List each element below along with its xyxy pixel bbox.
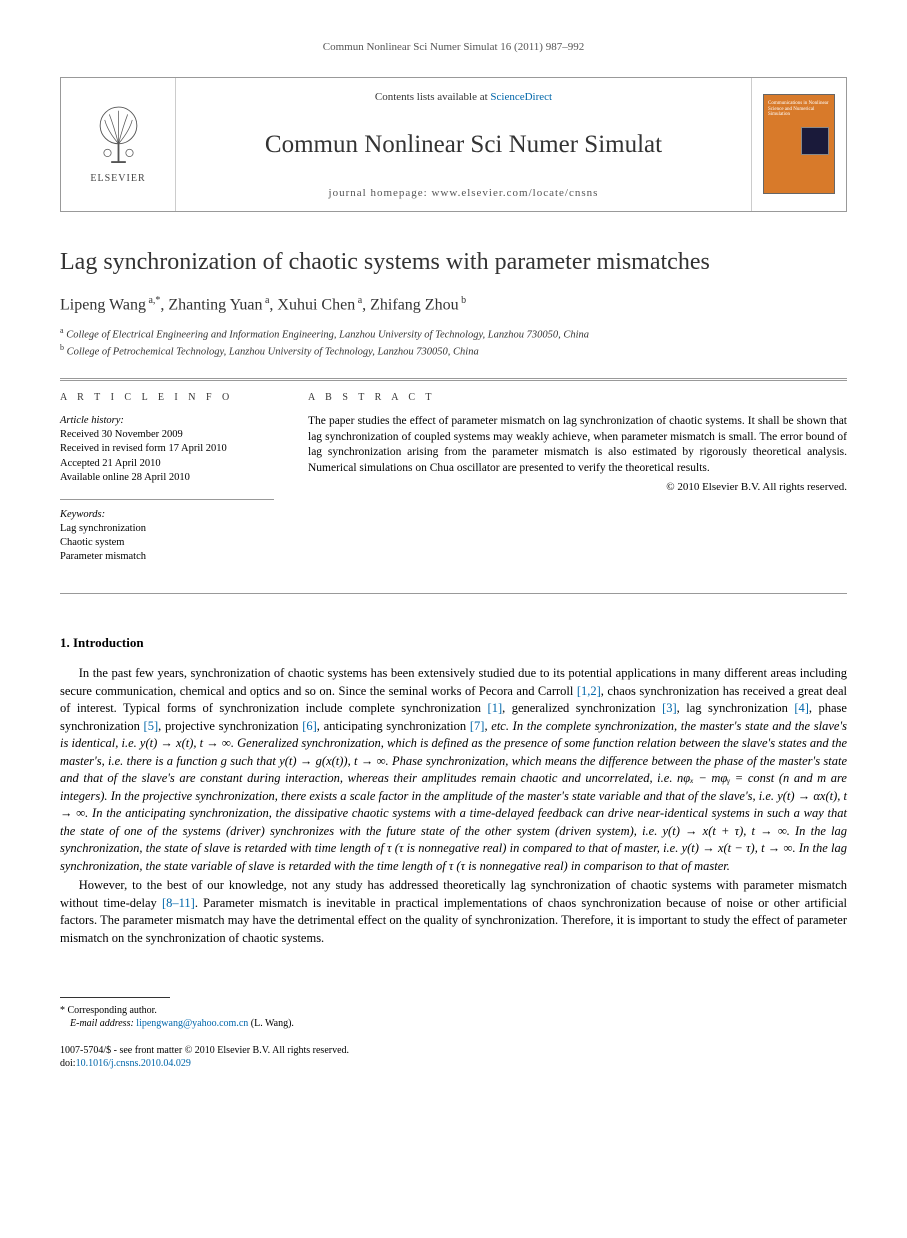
journal-title: Commun Nonlinear Sci Numer Simulat [265,128,662,162]
article-title: Lag synchronization of chaotic systems w… [60,246,847,278]
affiliations: a College of Electrical Engineering and … [60,326,847,359]
abstract-heading: A B S T R A C T [308,391,847,405]
elsevier-logo: ELSEVIER [61,78,176,211]
cover-image: Communications in Nonlinear Science and … [763,94,835,194]
p1-text-c: , generalized synchronization [502,701,662,715]
journal-homepage: journal homepage: www.elsevier.com/locat… [329,186,599,201]
affiliation-b: b College of Petrochemical Technology, L… [60,343,847,360]
journal-cover-thumb: Communications in Nonlinear Science and … [751,78,846,211]
author-4-aff: b [459,295,467,306]
accepted-date: Accepted 21 April 2010 [60,457,274,471]
journal-masthead: ELSEVIER Contents lists available at Sci… [60,77,847,212]
elsevier-tree-icon [91,103,146,168]
issn-copyright-line: 1007-5704/$ - see front matter © 2010 El… [60,1044,847,1057]
intro-paragraph-2: However, to the best of our knowledge, n… [60,877,847,947]
cover-text: Communications in Nonlinear Science and … [768,101,834,118]
keyword-1: Lag synchronization [60,522,274,536]
masthead-center: Contents lists available at ScienceDirec… [176,78,751,211]
ref-link-4[interactable]: [4] [794,701,809,715]
author-1-aff: a, [146,295,155,306]
ref-link-1-2[interactable]: [1,2] [577,684,601,698]
section-1-body: In the past few years, synchronization o… [60,665,847,947]
ref-link-7[interactable]: [7] [470,719,485,733]
p1-text-g: , anticipating synchronization [317,719,470,733]
keyword-3: Parameter mismatch [60,550,274,564]
section-1-heading: 1. Introduction [60,634,847,652]
keywords-label: Keywords: [60,508,274,522]
history-label: Article history: [60,414,274,428]
p1-text-d: , lag synchronization [677,701,795,715]
ref-link-3[interactable]: [3] [662,701,677,715]
keyword-2: Chaotic system [60,536,274,550]
ref-link-8-11[interactable]: [8–11] [162,896,195,910]
footnote-separator [60,997,170,998]
revised-date: Received in revised form 17 April 2010 [60,442,274,456]
keywords-block: Keywords: Lag synchronization Chaotic sy… [60,499,274,565]
author-list: Lipeng Wang a,*, Zhanting Yuan a, Xuhui … [60,294,847,316]
corresponding-label: * Corresponding author. [60,1004,847,1017]
p1-text-f: , projective synchronization [158,719,302,733]
online-date: Available online 28 April 2010 [60,471,274,485]
abstract-copyright: © 2010 Elsevier B.V. All rights reserved… [308,480,847,495]
doi-line: doi:10.1016/j.cnsns.2010.04.029 [60,1057,847,1070]
author-3: Xuhui Chen [277,297,355,314]
running-head: Commun Nonlinear Sci Numer Simulat 16 (2… [60,40,847,55]
ref-link-5[interactable]: [5] [144,719,159,733]
affiliation-a: a College of Electrical Engineering and … [60,326,847,343]
article-info-column: A R T I C L E I N F O Article history: R… [60,380,290,593]
corresponding-marker: * [155,295,160,306]
article-info-heading: A R T I C L E I N F O [60,391,274,405]
ref-link-6[interactable]: [6] [302,719,317,733]
info-abstract-row: A R T I C L E I N F O Article history: R… [60,378,847,594]
contents-prefix: Contents lists available at [375,91,490,103]
author-2: Zhanting Yuan [168,297,262,314]
p1-text-h: , etc. In the complete synchronization, … [60,719,847,873]
ref-link-1[interactable]: [1] [488,701,503,715]
contents-available-line: Contents lists available at ScienceDirec… [375,90,552,105]
bottom-metadata: 1007-5704/$ - see front matter © 2010 El… [60,1044,847,1070]
article-history-block: Article history: Received 30 November 20… [60,414,274,485]
sciencedirect-link[interactable]: ScienceDirect [490,91,552,103]
email-line: E-mail address: lipengwang@yahoo.com.cn … [60,1017,847,1030]
elsevier-label: ELSEVIER [90,172,145,186]
intro-paragraph-1: In the past few years, synchronization o… [60,665,847,875]
doi-link[interactable]: 10.1016/j.cnsns.2010.04.029 [76,1058,191,1069]
cover-inset-icon [801,127,829,155]
author-2-aff: a [262,295,269,306]
abstract-text: The paper studies the effect of paramete… [308,414,847,476]
email-name: (L. Wang). [248,1018,294,1029]
email-label: E-mail address: [70,1018,134,1029]
author-1: Lipeng Wang [60,297,146,314]
author-4: Zhifang Zhou [370,297,458,314]
author-email-link[interactable]: lipengwang@yahoo.com.cn [136,1018,248,1029]
received-date: Received 30 November 2009 [60,428,274,442]
abstract-column: A B S T R A C T The paper studies the ef… [290,380,847,593]
doi-label: doi: [60,1058,76,1069]
author-3-aff: a [355,295,362,306]
corresponding-author-footnote: * Corresponding author. E-mail address: … [60,1004,847,1030]
